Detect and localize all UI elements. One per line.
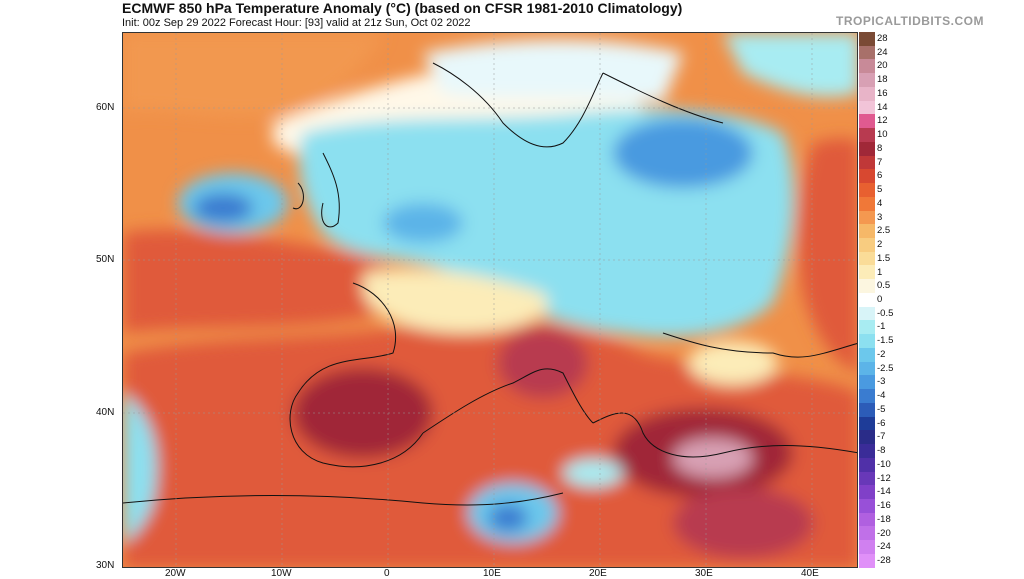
lat-label-30n: 30N bbox=[96, 560, 115, 571]
colorbar-label: -7 bbox=[877, 431, 886, 443]
colorbar-label: -2 bbox=[877, 348, 886, 360]
colorbar-swatch bbox=[859, 59, 875, 74]
colorbar-label: -1 bbox=[877, 321, 886, 333]
lat-label-60n: 60N bbox=[96, 102, 115, 113]
lat-label-40n: 40N bbox=[96, 407, 115, 418]
colorbar-label: -24 bbox=[877, 541, 891, 553]
colorbar-swatch bbox=[859, 361, 875, 376]
colorbar-swatch bbox=[859, 471, 875, 486]
colorbar-swatch bbox=[859, 128, 875, 142]
lon-label-10w: 10W bbox=[271, 568, 292, 579]
colorbar-swatch bbox=[859, 526, 875, 541]
colorbar-swatch bbox=[859, 306, 875, 321]
colorbar-swatch bbox=[859, 183, 875, 197]
colorbar-label: 16 bbox=[877, 87, 888, 99]
colorbar-label: 20 bbox=[877, 60, 888, 72]
colorbar-label: -10 bbox=[877, 458, 891, 470]
colorbar-swatch bbox=[859, 279, 875, 293]
colorbar-label: 1 bbox=[877, 266, 883, 278]
colorbar-swatch bbox=[859, 540, 875, 554]
colorbar-swatch bbox=[859, 265, 875, 280]
colorbar-swatch bbox=[859, 292, 875, 307]
colorbar-label: 24 bbox=[877, 46, 888, 58]
colorbar-label: -0.5 bbox=[877, 307, 894, 319]
lon-label-20w: 20W bbox=[165, 568, 186, 579]
colorbar-label: 6 bbox=[877, 170, 883, 182]
colorbar-swatch bbox=[859, 141, 875, 156]
lon-label-20e: 20E bbox=[589, 568, 607, 579]
colorbar-label: -4 bbox=[877, 390, 886, 402]
colorbar-label: -8 bbox=[877, 445, 886, 457]
colorbar-swatch bbox=[859, 334, 875, 348]
map-title: ECMWF 850 hPa Temperature Anomaly (°C) (… bbox=[122, 0, 683, 16]
colorbar-swatch bbox=[859, 430, 875, 445]
colorbar bbox=[859, 32, 875, 568]
colorbar-swatch bbox=[859, 196, 875, 211]
colorbar-swatch bbox=[859, 485, 875, 499]
colorbar-label: 2.5 bbox=[877, 225, 891, 237]
colorbar-swatch bbox=[859, 320, 875, 335]
colorbar-label: 2 bbox=[877, 239, 883, 251]
colorbar-label: -20 bbox=[877, 527, 891, 539]
colorbar-label: -16 bbox=[877, 500, 891, 512]
colorbar-swatch bbox=[859, 402, 875, 417]
colorbar-label: -2.5 bbox=[877, 362, 894, 374]
colorbar-label: -18 bbox=[877, 513, 891, 525]
colorbar-swatch bbox=[859, 114, 875, 129]
colorbar-label: -14 bbox=[877, 486, 891, 498]
colorbar-swatch bbox=[859, 100, 875, 115]
colorbar-swatch bbox=[859, 169, 875, 184]
colorbar-swatch bbox=[859, 512, 875, 527]
graticule bbox=[123, 33, 857, 567]
colorbar-label: 7 bbox=[877, 156, 883, 168]
colorbar-label: 3 bbox=[877, 211, 883, 223]
colorbar-swatch bbox=[859, 416, 875, 431]
colorbar-label: -28 bbox=[877, 555, 891, 567]
colorbar-swatch bbox=[859, 444, 875, 458]
lon-label-0: 0 bbox=[384, 568, 390, 579]
lon-label-30e: 30E bbox=[695, 568, 713, 579]
chart-header: ECMWF 850 hPa Temperature Anomaly (°C) (… bbox=[122, 0, 983, 32]
colorbar-swatch bbox=[859, 347, 875, 362]
colorbar-label: 28 bbox=[877, 32, 888, 44]
colorbar-label: 10 bbox=[877, 129, 888, 141]
colorbar-label: 14 bbox=[877, 101, 888, 113]
colorbar-label: 12 bbox=[877, 115, 888, 127]
colorbar-swatch bbox=[859, 224, 875, 239]
colorbar-label: -12 bbox=[877, 472, 891, 484]
colorbar-swatch bbox=[859, 375, 875, 390]
colorbar-swatch bbox=[859, 553, 875, 568]
colorbar-label: -1.5 bbox=[877, 335, 894, 347]
colorbar-swatch bbox=[859, 155, 875, 170]
colorbar-swatch bbox=[859, 498, 875, 513]
colorbar-swatch bbox=[859, 251, 875, 266]
brand-watermark: TROPICALTIDBITS.COM bbox=[836, 14, 984, 28]
colorbar-swatch bbox=[859, 86, 875, 101]
colorbar-swatch bbox=[859, 45, 875, 60]
colorbar-label: -5 bbox=[877, 403, 886, 415]
colorbar-swatch bbox=[859, 32, 875, 46]
anomaly-field bbox=[123, 33, 857, 567]
lon-label-10e: 10E bbox=[483, 568, 501, 579]
colorbar-label: 5 bbox=[877, 184, 883, 196]
colorbar-label: 0 bbox=[877, 294, 883, 305]
colorbar-swatch bbox=[859, 210, 875, 225]
colorbar-swatch bbox=[859, 73, 875, 87]
coastlines bbox=[123, 62, 857, 506]
colorbar-label: 1.5 bbox=[877, 252, 891, 264]
colorbar-labels: 28 24 20 18 16 14 12 10 8 7 6 5 4 3 2.5 2 1.5 1 0.5 0 -0.5 -1… bbox=[877, 32, 917, 568]
colorbar-label: 18 bbox=[877, 74, 888, 86]
anomaly-map bbox=[122, 32, 858, 568]
colorbar-label: -6 bbox=[877, 417, 886, 429]
forecast-subtitle: Init: 00z Sep 29 2022 Forecast Hour: [93… bbox=[122, 17, 471, 29]
colorbar-label: 0.5 bbox=[877, 280, 891, 292]
colorbar-label: -3 bbox=[877, 376, 886, 388]
colorbar-swatch bbox=[859, 457, 875, 472]
lat-label-50n: 50N bbox=[96, 254, 115, 265]
colorbar-swatch bbox=[859, 238, 875, 252]
colorbar-swatch bbox=[859, 389, 875, 403]
lon-label-40e: 40E bbox=[801, 568, 819, 579]
colorbar-label: 4 bbox=[877, 197, 883, 209]
colorbar-label: 8 bbox=[877, 142, 883, 154]
